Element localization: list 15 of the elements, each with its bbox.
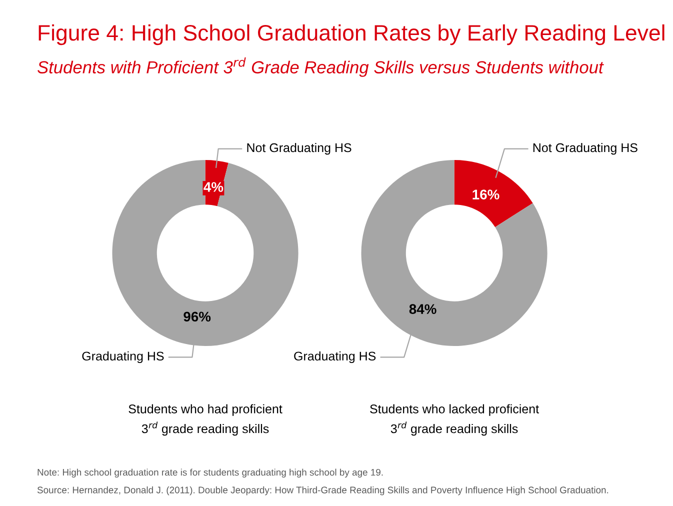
slice-label: Not Graduating HS <box>247 142 352 155</box>
chart-subtitle: Students with Proficient 3$^{rd}$ Grade Reading Skills versus Students without <box>38 57 604 77</box>
slice-label: Graduating HS <box>294 351 376 364</box>
text: Students who lacked proficient 3$^{rd}$ grade reading skills <box>370 404 539 436</box>
source-note: Source: Hernandez, Donald J. (2011). Double Jeopardy: How Third-Grade Reading Skills and Poverty Influence High School Graduation. <box>37 486 608 496</box>
chart-title: Figure 4: High School Graduation Rates by Early Reading Level <box>38 24 664 46</box>
donut-slice <box>454 160 533 228</box>
text: Note: High school graduation rate is for students graduating high school by age 19. <box>38 468 383 478</box>
slice-label: Graduating HS <box>82 351 164 364</box>
text: Students who had proficient 3$^{rd}$ grade reading skills <box>128 404 282 436</box>
data-label: 16% <box>472 190 500 200</box>
slice-label: Not Graduating HS <box>533 142 638 155</box>
data-label: 84% <box>409 304 436 314</box>
data-label: 4% <box>204 182 224 192</box>
data-label: 96% <box>184 312 211 322</box>
